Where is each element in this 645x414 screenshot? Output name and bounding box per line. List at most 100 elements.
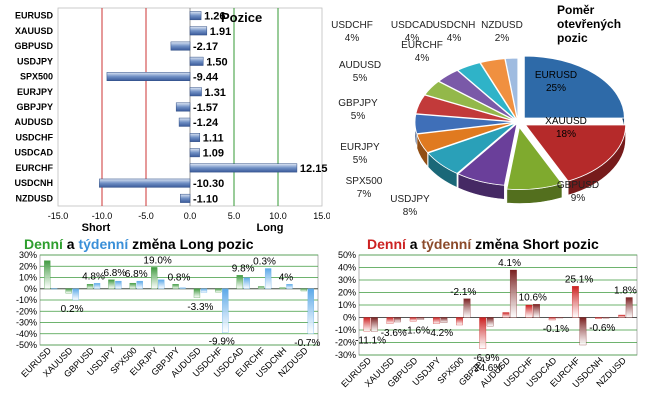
short-bar-weekly xyxy=(602,317,610,319)
long-bar-weekly xyxy=(200,288,208,293)
pos-bar xyxy=(170,41,191,51)
short-y-tick-label: 30% xyxy=(338,275,356,285)
short-title-and: a xyxy=(405,236,422,252)
short-y-tick-label: 0% xyxy=(343,313,356,323)
pos-value-label: 1.91 xyxy=(210,26,231,38)
short-data-label: -6.9% xyxy=(473,353,499,364)
pie-slice xyxy=(427,122,517,174)
short-bar-weekly xyxy=(556,317,564,319)
pie-chart-panel: EURUSD 25% XAUUSD 18% GBPUSD 9% USDJPY 8% SPX500… xyxy=(330,0,645,240)
short-change-chart: 50%40%30%20%10%0%-10%-20%-30%EURUSDXAUUS… xyxy=(335,250,638,390)
short-y-tick-label: 10% xyxy=(338,300,356,310)
pos-bar xyxy=(189,163,298,173)
pie-title-line: Poměr xyxy=(557,3,595,17)
long-bar-weekly xyxy=(243,277,250,289)
pie-slice xyxy=(506,126,563,190)
pie-slice-label: GBPUSD xyxy=(557,180,599,191)
pos-value-label: -10.30 xyxy=(193,178,224,190)
short-bar-daily xyxy=(502,312,510,318)
long-data-label: 4% xyxy=(279,272,294,283)
long-y-tick-label: 20% xyxy=(19,261,37,271)
pie-slice-percent: 5% xyxy=(353,155,368,166)
long-y-tick-label: -10% xyxy=(16,295,37,305)
pie-slice-percent: 4% xyxy=(415,53,430,64)
short-title-rest: změna Short pozic xyxy=(471,236,599,252)
pie-slice-percent: 4% xyxy=(447,33,462,44)
positions-chart-panel: EURUSD 1.26 XAUUSD 1.91 GBPUSD -2.17 USDJPY 1.5… xyxy=(0,0,330,240)
short-data-label: -3.6% xyxy=(381,328,407,339)
pos-bar xyxy=(189,26,208,36)
pie-slice-percent: 9% xyxy=(571,193,586,204)
pos-title: Pozice xyxy=(221,10,262,25)
pos-value-label: -9.44 xyxy=(193,72,219,84)
pos-value-label: 12.15 xyxy=(300,163,328,175)
pos-x-tick-label: -10.0 xyxy=(92,211,113,221)
pie-slice-label: EURJPY xyxy=(340,142,380,153)
pie-slice xyxy=(457,62,517,121)
pos-category-label: SPX500 xyxy=(20,72,53,82)
pie-slice-label: USDCNH xyxy=(433,20,476,31)
pos-category-label: XAUUSD xyxy=(15,26,54,36)
long-bar-daily xyxy=(257,286,265,289)
short-bar-daily xyxy=(409,317,417,322)
pos-value-label: 1.50 xyxy=(206,56,227,68)
pie-chart: EURUSD 25% XAUUSD 18% GBPUSD 9% USDJPY 8% SPX500… xyxy=(331,3,626,218)
short-bar-daily xyxy=(432,317,440,324)
short-title-daily: Denní xyxy=(367,236,406,252)
short-bar-daily xyxy=(479,317,487,349)
pos-short-label: Short xyxy=(82,222,111,234)
long-data-label: -9.9% xyxy=(209,337,235,348)
pos-category-label: USDCAD xyxy=(14,148,53,158)
long-bar-daily xyxy=(236,275,243,289)
long-data-label: 19.0% xyxy=(143,255,171,266)
long-data-label: 0.2% xyxy=(61,304,84,315)
long-bar-daily xyxy=(193,288,201,298)
long-y-tick-label: 30% xyxy=(19,250,37,260)
short-bar-daily xyxy=(386,317,394,324)
short-data-label: -1.6% xyxy=(404,325,430,336)
short-bar-daily xyxy=(456,317,463,326)
pos-bar xyxy=(180,193,191,203)
pos-bar xyxy=(189,148,200,158)
long-bar-daily xyxy=(44,260,51,289)
short-data-label: -0.1% xyxy=(543,324,569,335)
long-title-rest: změna Long pozic xyxy=(128,236,254,252)
pos-x-tick-label: 15.0 xyxy=(313,211,330,221)
pos-bar xyxy=(99,178,191,188)
pie-slice xyxy=(524,124,626,182)
pie-slice xyxy=(504,57,519,121)
long-change-panel: Denní a týdenní změna Long pozic 30% 20% 1… xyxy=(0,236,322,414)
pie-slice-label: USDCAD xyxy=(391,20,433,31)
short-bar-daily xyxy=(548,317,556,321)
pie-slice-label: USDCHF xyxy=(331,20,373,31)
long-bar-daily xyxy=(172,284,179,289)
long-data-label: -3.3% xyxy=(187,302,213,313)
short-title-weekly: týdenní xyxy=(421,236,472,252)
pos-bar xyxy=(175,102,191,112)
pie-title-line: pozic xyxy=(557,31,588,45)
long-change-title: Denní a týdenní změna Long pozic xyxy=(24,236,253,252)
long-y-tick-label: -50% xyxy=(16,340,37,350)
short-bar-weekly xyxy=(417,317,425,320)
pie-slice-label: EURCHF xyxy=(401,40,443,51)
long-data-label: 6.8% xyxy=(103,268,126,279)
pos-x-tick-label: 0.0 xyxy=(184,211,197,221)
pie-slice-percent: 8% xyxy=(403,207,418,218)
pos-bar xyxy=(178,117,191,127)
long-title-weekly: týdenní xyxy=(78,236,129,252)
pos-x-tick-label: 5.0 xyxy=(228,211,241,221)
short-y-tick-label: 20% xyxy=(338,288,356,298)
short-change-panel: Denní a týdenní změna Short pozic 50% 40%… xyxy=(323,236,645,414)
short-bar-weekly xyxy=(440,317,448,323)
pos-category-label: USDJPY xyxy=(17,56,53,66)
pie-slice-label: SPX500 xyxy=(346,176,383,187)
pos-x-tick-label: 10.0 xyxy=(269,211,287,221)
pos-value-label: 1.31 xyxy=(205,87,226,99)
long-bar-weekly xyxy=(286,284,293,289)
short-data-label: -2.1% xyxy=(450,287,476,298)
long-bar-daily xyxy=(300,288,308,292)
long-bar-daily xyxy=(279,287,286,289)
long-data-label: 9.8% xyxy=(232,263,255,274)
pos-category-label: GBPUSD xyxy=(14,41,53,51)
pos-category-label: USDCNH xyxy=(14,178,53,188)
